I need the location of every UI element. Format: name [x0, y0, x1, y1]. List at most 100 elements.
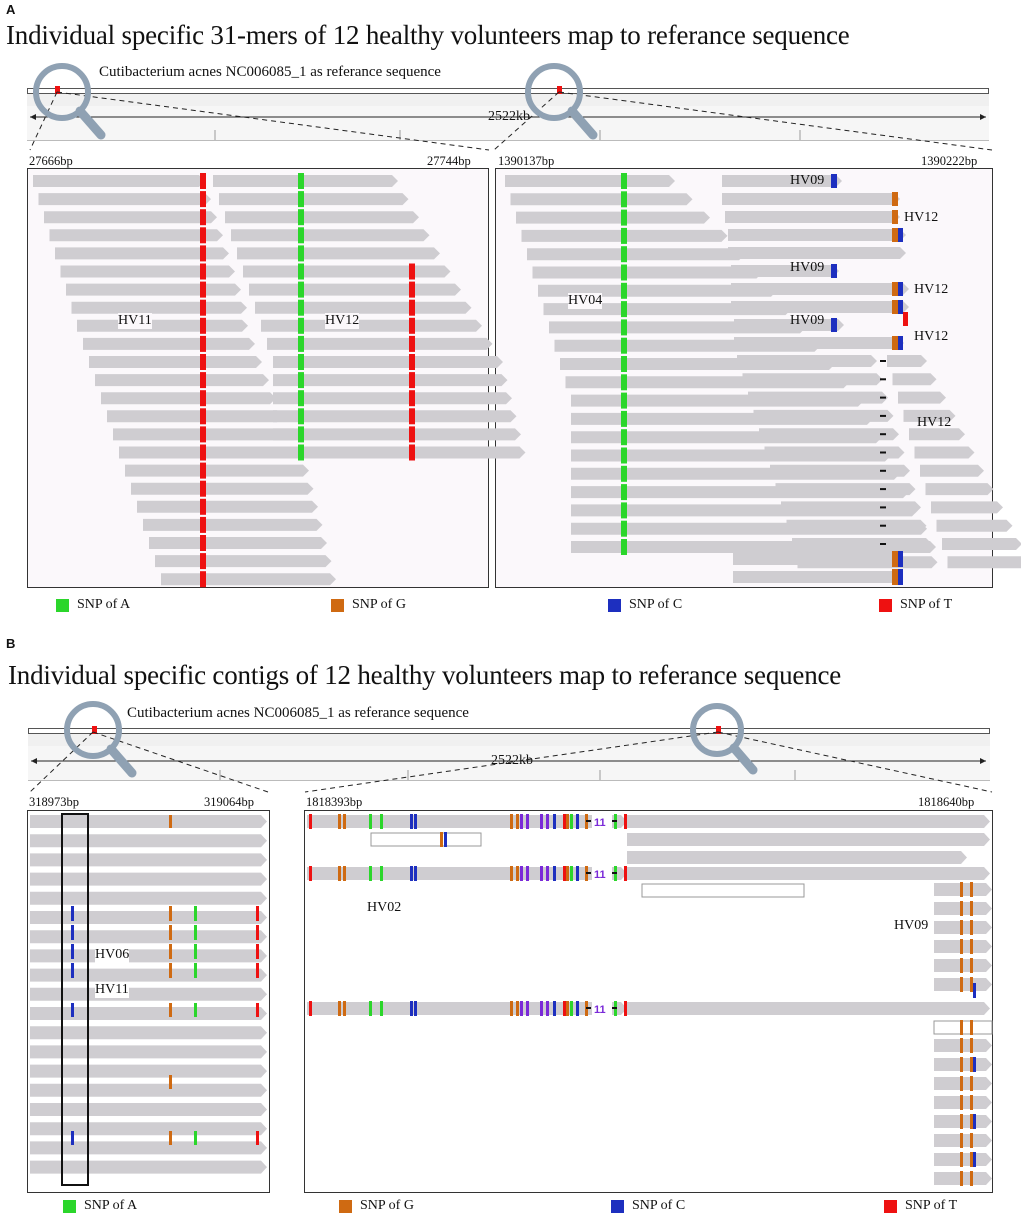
panel-a-right-label: HV09 [790, 260, 825, 275]
read [942, 538, 1021, 550]
scale-arrow-right [980, 758, 986, 764]
zoom-line [717, 731, 993, 793]
snp-mark [621, 502, 627, 519]
read [936, 519, 1013, 532]
snp-mark [343, 1001, 346, 1016]
snp-mark [200, 372, 206, 389]
snp-mark [576, 1001, 579, 1016]
legend-swatch-t [879, 599, 892, 612]
panel-a-right-label: HV04 [568, 293, 603, 309]
read [731, 301, 909, 313]
snp-mark [256, 963, 259, 978]
read [30, 1064, 267, 1078]
snp-mark [200, 299, 206, 316]
scale-arrow-right [980, 114, 986, 120]
snp-mark [256, 1131, 259, 1145]
panel-a-title: Individual specific 31-mers of 12 health… [6, 20, 850, 50]
panel-b-letter: B [6, 636, 16, 651]
snp-mark [194, 944, 197, 959]
read [30, 949, 267, 963]
legend-label-g: SNP of G [352, 597, 406, 612]
snp-mark [200, 263, 206, 280]
read [95, 374, 269, 387]
region-marker [557, 86, 562, 94]
panel-b-left-start: 318973bp [29, 795, 79, 809]
snp-mark [831, 318, 837, 332]
panel-b-left-label-2: HV11 [95, 982, 129, 998]
read [83, 337, 255, 350]
snp-mark [960, 939, 963, 954]
unmapped-read [641, 883, 805, 898]
read [30, 968, 267, 982]
read [44, 211, 217, 224]
snp-mark [540, 814, 543, 829]
magnifier-icon [64, 701, 137, 778]
snp-mark [169, 944, 172, 959]
snp-mark [414, 814, 417, 829]
snp-mark [298, 281, 304, 298]
read [243, 265, 451, 278]
snp-mark [970, 939, 973, 954]
read [737, 355, 877, 367]
snp-mark [298, 335, 304, 352]
snp-mark [309, 866, 312, 881]
snp-mark [621, 319, 627, 336]
read [30, 872, 267, 886]
read [30, 853, 267, 867]
zoom-line [92, 731, 269, 793]
read [543, 303, 792, 316]
snp-mark [892, 282, 898, 296]
scale-arrow-left [30, 114, 36, 120]
read [731, 265, 839, 277]
snp-mark [298, 426, 304, 443]
snp-mark [409, 335, 415, 352]
snp-mark [960, 958, 963, 973]
legend-swatch-g [339, 1200, 352, 1213]
snp-mark [169, 1131, 172, 1145]
zoom-line [29, 731, 94, 793]
panel-b-right-label-2: HV09 [894, 918, 929, 933]
read [38, 193, 211, 206]
snp-mark [71, 944, 74, 959]
unmapped-read [370, 832, 482, 847]
snp-mark [566, 814, 569, 829]
snp-mark [960, 1171, 963, 1186]
gap-tick [880, 360, 886, 362]
panel-b-reference-overview [28, 724, 990, 781]
snp-mark [621, 337, 627, 354]
read [30, 1160, 267, 1174]
read [527, 248, 745, 261]
read [231, 229, 430, 242]
read [107, 410, 283, 423]
snp-mark [970, 1076, 973, 1091]
snp-mark [409, 444, 415, 461]
snp-mark [621, 429, 627, 446]
snp-mark [970, 920, 973, 935]
snp-mark [510, 1001, 513, 1016]
snp-mark [960, 1076, 963, 1091]
snp-mark [200, 173, 206, 189]
snp-mark [563, 1001, 566, 1016]
snp-mark [960, 1038, 963, 1053]
read [775, 483, 916, 496]
snp-mark [970, 1020, 973, 1035]
snp-mark [298, 299, 304, 316]
snp-mark [621, 191, 627, 208]
snp-mark [71, 925, 74, 940]
gap-tick [880, 524, 886, 527]
snp-mark [200, 553, 206, 570]
read [892, 373, 937, 386]
read [55, 247, 229, 260]
read [909, 428, 965, 441]
snp-mark [200, 390, 206, 407]
read [627, 815, 990, 828]
panel-b-left-label-1: HV06 [95, 947, 130, 963]
snp-mark [576, 866, 579, 881]
insertion-text: 11 [594, 817, 606, 829]
read [225, 211, 419, 224]
read [30, 930, 267, 944]
legend-label-g: SNP of G [360, 1198, 414, 1213]
legend-swatch-c [611, 1200, 624, 1213]
read [30, 1083, 267, 1097]
